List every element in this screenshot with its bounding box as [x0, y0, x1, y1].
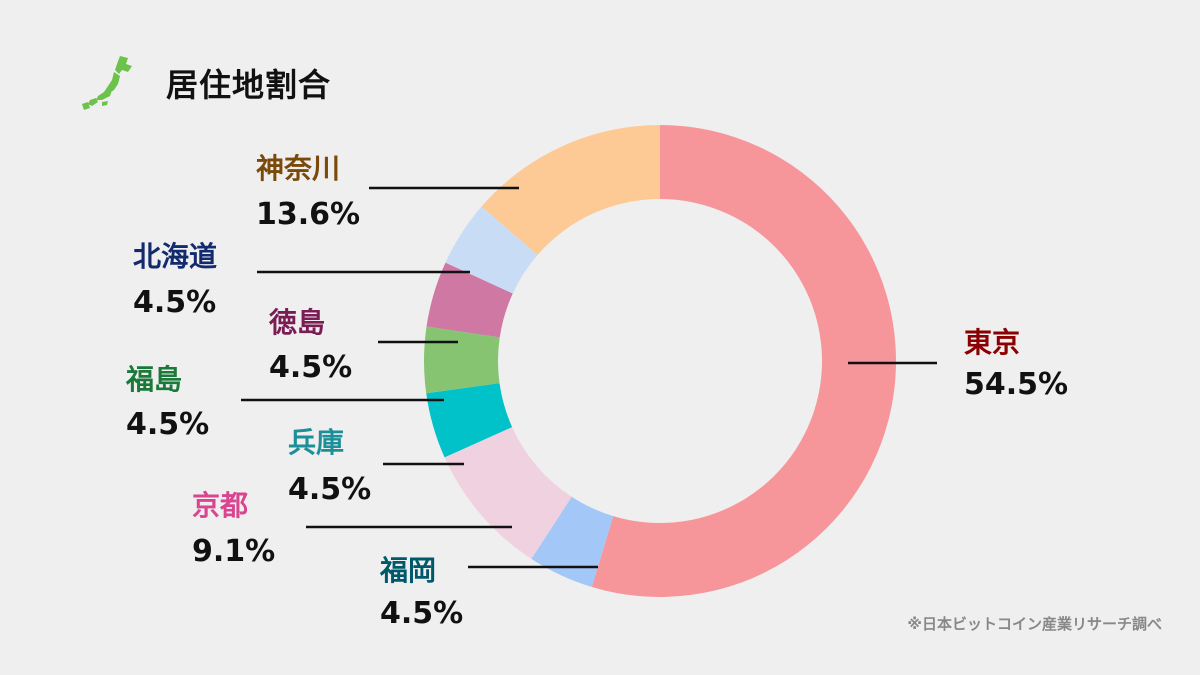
slice-value-8: 13.6%	[256, 197, 360, 232]
slice-label-2: 福岡	[379, 554, 436, 587]
slice-value-3: 9.1%	[192, 534, 275, 569]
slice-8	[481, 125, 660, 255]
slice-value-7: 4.5%	[133, 285, 216, 320]
slice-label-5: 福島	[125, 363, 182, 396]
slice-value-1: 54.5%	[964, 367, 1068, 402]
slice-value-4: 4.5%	[288, 472, 371, 507]
slice-label-1: 東京	[964, 326, 1020, 359]
slice-value-2: 4.5%	[380, 596, 463, 631]
slice-3	[444, 427, 572, 559]
source-note: ※日本ビットコイン産業リサーチ調べ	[907, 615, 1162, 633]
slice-1	[591, 125, 897, 597]
slice-label-7: 北海道	[133, 240, 217, 273]
slice-5	[424, 326, 500, 394]
japan-map-icon	[82, 56, 132, 110]
slice-2	[531, 496, 614, 587]
slice-value-6: 4.5%	[269, 350, 352, 385]
slice-label-4: 兵庫	[288, 426, 344, 459]
slice-label-3: 京都	[192, 489, 248, 522]
slice-value-5: 4.5%	[126, 407, 209, 442]
slice-label-6: 徳島	[268, 306, 325, 339]
chart-title: 居住地割合	[166, 66, 332, 104]
slice-label-8: 神奈川	[256, 152, 340, 185]
slice-6	[426, 262, 513, 338]
slice-4	[426, 383, 513, 458]
